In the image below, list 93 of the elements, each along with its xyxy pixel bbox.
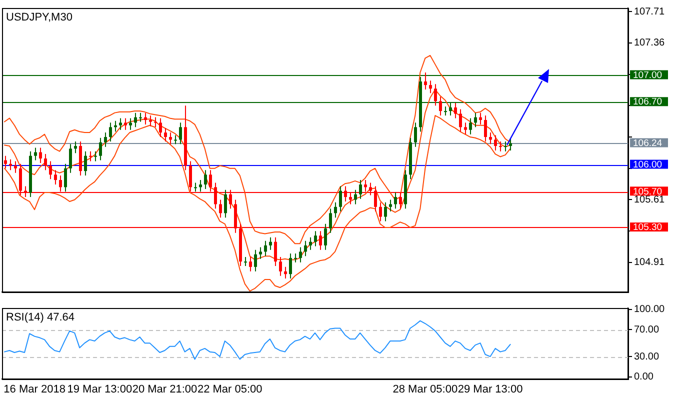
- candlestick: [204, 170, 207, 190]
- candlestick: [219, 199, 222, 218]
- candlestick: [149, 115, 152, 127]
- ref-line-label: 106.24: [633, 138, 662, 149]
- candlestick: [509, 138, 512, 151]
- candlestick: [144, 112, 147, 125]
- candlestick: [44, 154, 47, 171]
- candlestick: [269, 236, 272, 250]
- candlestick: [439, 96, 442, 116]
- candlestick: [64, 163, 67, 192]
- candlestick: [129, 118, 132, 130]
- candlestick: [389, 199, 392, 212]
- candlestick: [169, 132, 172, 145]
- candlestick: [259, 246, 262, 260]
- candlestick: [474, 112, 477, 128]
- candlestick: [164, 128, 167, 142]
- candlestick: [354, 189, 357, 205]
- candlestick: [479, 112, 482, 125]
- candlestick: [69, 144, 72, 174]
- y-tick-label: 107.71: [634, 6, 666, 18]
- candlestick: [224, 189, 227, 218]
- candlestick: [119, 118, 122, 130]
- candlestick: [84, 150, 87, 176]
- candlestick: [384, 202, 387, 222]
- candlestick: [159, 118, 162, 138]
- x-tick-label: 28 Mar 05:00: [392, 383, 458, 396]
- candlestick: [264, 240, 267, 257]
- x-tick-label: 29 Mar 13:00: [458, 383, 523, 396]
- candlestick: [34, 147, 37, 161]
- candlestick: [99, 137, 102, 161]
- ref-line-label: 105.30: [633, 222, 662, 234]
- candlestick: [179, 122, 182, 145]
- candlestick: [434, 84, 437, 106]
- candlestick: [104, 132, 107, 148]
- x-tick-label: 22 Mar 05:00: [197, 383, 262, 396]
- y-tick-label: 70.00: [634, 324, 660, 336]
- candlestick: [469, 118, 472, 135]
- candlestick: [329, 208, 332, 234]
- candlestick: [14, 160, 17, 174]
- ref-line-label: 106.70: [633, 96, 662, 108]
- y-tick-label: 0.00: [634, 372, 654, 383]
- candlestick: [4, 155, 7, 169]
- y-tick-label: 104.91: [634, 257, 666, 268]
- candlestick: [319, 230, 322, 250]
- candlestick: [89, 150, 92, 162]
- candlestick: [304, 240, 307, 257]
- y-tick-label: 100.00: [634, 304, 666, 316]
- candlestick: [484, 115, 487, 142]
- y-tick-label: 107.36: [634, 38, 666, 49]
- candlestick: [199, 180, 202, 192]
- candlestick: [254, 249, 257, 272]
- candlestick: [499, 140, 502, 152]
- candlestick: [459, 108, 462, 132]
- candlestick: [464, 122, 467, 135]
- candlestick: [109, 122, 112, 142]
- y-tick-label: 30.00: [634, 351, 660, 362]
- chart-title: USDJPY,M30: [6, 12, 72, 24]
- candlestick: [339, 186, 342, 212]
- x-tick-label: 19 Mar 13:00: [67, 383, 132, 396]
- x-tick-label: 16 Mar 2018: [4, 383, 66, 396]
- candlestick: [39, 147, 42, 164]
- chart-title: RSI(14) 47.64: [6, 312, 74, 324]
- candlestick: [424, 72, 427, 90]
- candlestick: [279, 256, 282, 276]
- candlestick: [74, 140, 77, 154]
- candlestick: [274, 236, 277, 267]
- ref-line-label: 107.00: [633, 70, 662, 81]
- x-tick-label: 20 Mar 21:00: [132, 383, 198, 396]
- candlestick: [379, 202, 382, 222]
- candlestick: [49, 160, 52, 180]
- candlestick: [414, 122, 417, 148]
- candlestick: [154, 116, 157, 128]
- ref-line-label: 106.00: [633, 159, 662, 170]
- candlestick: [324, 223, 327, 250]
- candlestick: [489, 132, 492, 145]
- candlestick: [134, 112, 137, 128]
- candlestick: [314, 230, 317, 247]
- candlestick: [494, 134, 497, 151]
- candlestick: [504, 140, 507, 152]
- y-tick-label: 105.61: [634, 194, 666, 206]
- candlestick: [394, 192, 397, 210]
- candlestick: [94, 150, 97, 162]
- candlestick: [429, 80, 432, 94]
- candlestick: [289, 252, 292, 280]
- candlestick: [249, 256, 252, 272]
- candlestick: [309, 236, 312, 250]
- candlestick: [124, 118, 127, 130]
- candlestick: [454, 102, 457, 119]
- candlestick: [359, 180, 362, 200]
- candlestick: [299, 246, 302, 263]
- candlestick: [284, 266, 287, 280]
- candlestick: [54, 170, 57, 185]
- candlestick: [334, 202, 337, 218]
